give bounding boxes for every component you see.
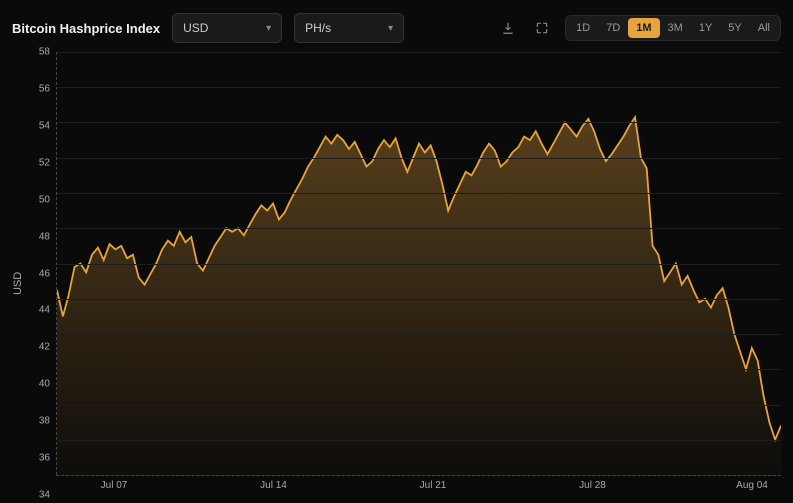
- y-axis-label: USD: [12, 52, 28, 495]
- gridline: [57, 440, 781, 441]
- gridline: [57, 405, 781, 406]
- y-tick: 50: [39, 194, 50, 205]
- unit-dropdown-label: PH/s: [305, 21, 331, 35]
- gridline: [57, 369, 781, 370]
- gridline: [57, 299, 781, 300]
- download-icon[interactable]: [497, 17, 519, 39]
- currency-dropdown-label: USD: [183, 21, 208, 35]
- range-button-1m[interactable]: 1M: [628, 18, 659, 38]
- y-tick: 36: [39, 453, 50, 464]
- y-tick: 52: [39, 157, 50, 168]
- header: Bitcoin Hashprice Index USD ▾ PH/s ▾ 1D7…: [12, 10, 781, 46]
- y-tick: 58: [39, 47, 50, 58]
- y-tick: 56: [39, 83, 50, 94]
- gridline: [57, 122, 781, 123]
- y-tick: 44: [39, 305, 50, 316]
- time-range-selector: 1D7D1M3M1Y5YAll: [565, 15, 781, 41]
- y-tick: 46: [39, 268, 50, 279]
- gridline: [57, 334, 781, 335]
- y-tick: 38: [39, 416, 50, 427]
- chart-area: USD 34363840424446485052545658 Jul 07Jul…: [12, 52, 781, 495]
- y-tick: 48: [39, 231, 50, 242]
- range-button-all[interactable]: All: [750, 18, 778, 38]
- y-tick: 34: [39, 490, 50, 501]
- y-tick: 40: [39, 379, 50, 390]
- gridline: [57, 87, 781, 88]
- y-axis: 34363840424446485052545658: [28, 52, 56, 495]
- plot-area: [56, 52, 781, 475]
- gridline: [57, 228, 781, 229]
- chart-panel: Bitcoin Hashprice Index USD ▾ PH/s ▾ 1D7…: [0, 0, 793, 503]
- currency-dropdown[interactable]: USD ▾: [172, 13, 282, 43]
- chevron-down-icon: ▾: [266, 23, 271, 34]
- x-tick: Jul 28: [579, 480, 606, 491]
- gridline: [57, 264, 781, 265]
- range-button-1y[interactable]: 1Y: [691, 18, 720, 38]
- x-tick: Jul 14: [260, 480, 287, 491]
- gridline: [57, 193, 781, 194]
- range-button-7d[interactable]: 7D: [598, 18, 628, 38]
- chevron-down-icon: ▾: [388, 23, 393, 34]
- unit-dropdown[interactable]: PH/s ▾: [294, 13, 404, 43]
- x-axis: Jul 07 Jul 14 Jul 21 Jul 28 Aug 04: [56, 475, 781, 495]
- gridline: [57, 158, 781, 159]
- y-tick: 42: [39, 342, 50, 353]
- chart-title: Bitcoin Hashprice Index: [12, 21, 160, 36]
- range-button-1d[interactable]: 1D: [568, 18, 598, 38]
- area-fill: [57, 117, 781, 475]
- range-button-3m[interactable]: 3M: [660, 18, 691, 38]
- x-tick: Jul 07: [101, 480, 128, 491]
- x-tick: Jul 21: [420, 480, 447, 491]
- fullscreen-icon[interactable]: [531, 17, 553, 39]
- range-button-5y[interactable]: 5Y: [720, 18, 749, 38]
- gridline: [57, 52, 781, 53]
- x-tick: Aug 04: [736, 480, 768, 491]
- y-tick: 54: [39, 120, 50, 131]
